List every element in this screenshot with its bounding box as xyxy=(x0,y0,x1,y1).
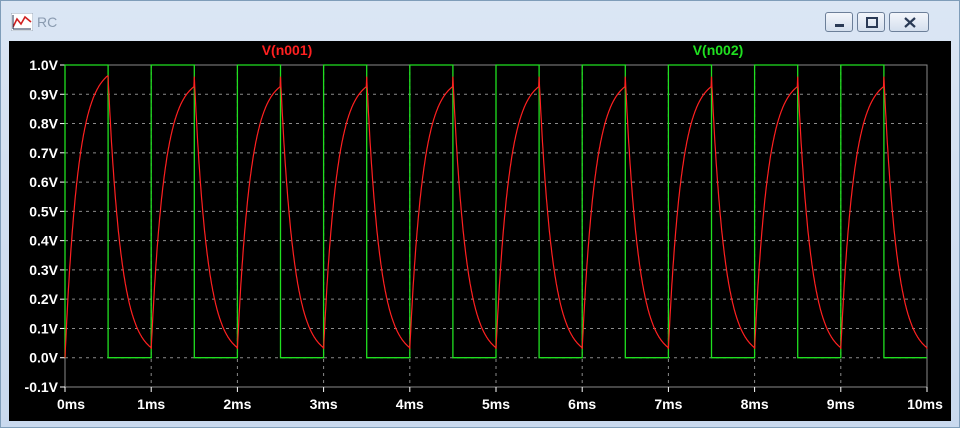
minimize-button[interactable] xyxy=(825,12,853,32)
x-tick-label: 3ms xyxy=(310,396,338,412)
close-button[interactable] xyxy=(889,12,929,32)
y-tick-label: 0.7V xyxy=(29,145,58,161)
series-v-n001-line[interactable] xyxy=(64,74,928,358)
title-bar[interactable]: RC xyxy=(1,1,959,41)
y-tick-label: 1.0V xyxy=(29,57,58,73)
series xyxy=(64,64,928,359)
y-tick-label: 0.0V xyxy=(29,350,58,366)
y-tick-label: -0.1V xyxy=(25,379,59,395)
legend: V(n001) V(n002) xyxy=(262,42,744,58)
x-tick-label: 8ms xyxy=(741,396,769,412)
close-icon xyxy=(904,17,916,28)
y-axis-ticks: 1.0V 0.9V 0.8V 0.7V 0.6V 0.5V 0.4V 0.3V 0.2V 0.1V… xyxy=(25,57,65,395)
x-tick-label: 2ms xyxy=(223,396,251,412)
series-v-n002-line[interactable] xyxy=(64,64,927,359)
x-tick-label: 5ms xyxy=(482,396,510,412)
maximize-button[interactable] xyxy=(857,12,885,32)
waveform-chart-icon xyxy=(11,13,33,31)
x-tick-label: 10ms xyxy=(907,396,943,412)
y-tick-label: 0.8V xyxy=(29,116,58,132)
legend-v-n002[interactable]: V(n002) xyxy=(693,42,744,58)
legend-v-n001[interactable]: V(n001) xyxy=(262,42,313,58)
y-tick-label: 0.1V xyxy=(29,320,58,336)
x-tick-label: 6ms xyxy=(568,396,596,412)
y-tick-label: 0.5V xyxy=(29,203,58,219)
waveform-plot[interactable]: 1.0V 0.9V 0.8V 0.7V 0.6V 0.5V 0.4V 0.3V 0.2V 0.1V… xyxy=(9,41,951,421)
y-tick-label: 0.3V xyxy=(29,262,58,278)
y-tick-label: 0.6V xyxy=(29,174,58,190)
x-tick-label: 1ms xyxy=(137,396,165,412)
window-title: RC xyxy=(37,14,58,30)
maximize-icon xyxy=(866,17,878,28)
x-tick-label: 9ms xyxy=(827,396,855,412)
minimize-icon xyxy=(835,24,844,27)
y-tick-label: 0.4V xyxy=(29,233,58,249)
x-tick-label: 4ms xyxy=(396,396,424,412)
x-tick-label: 0ms xyxy=(57,396,85,412)
y-tick-label: 0.9V xyxy=(29,86,58,102)
y-tick-label: 0.2V xyxy=(29,291,58,307)
plot-pane[interactable]: 1.0V 0.9V 0.8V 0.7V 0.6V 0.5V 0.4V 0.3V 0.2V 0.1V… xyxy=(9,41,951,421)
x-axis-ticks: 0ms 1ms 2ms 3ms 4ms 5ms 6ms 7ms 8ms 9ms 10ms xyxy=(57,387,943,412)
x-tick-label: 7ms xyxy=(654,396,682,412)
